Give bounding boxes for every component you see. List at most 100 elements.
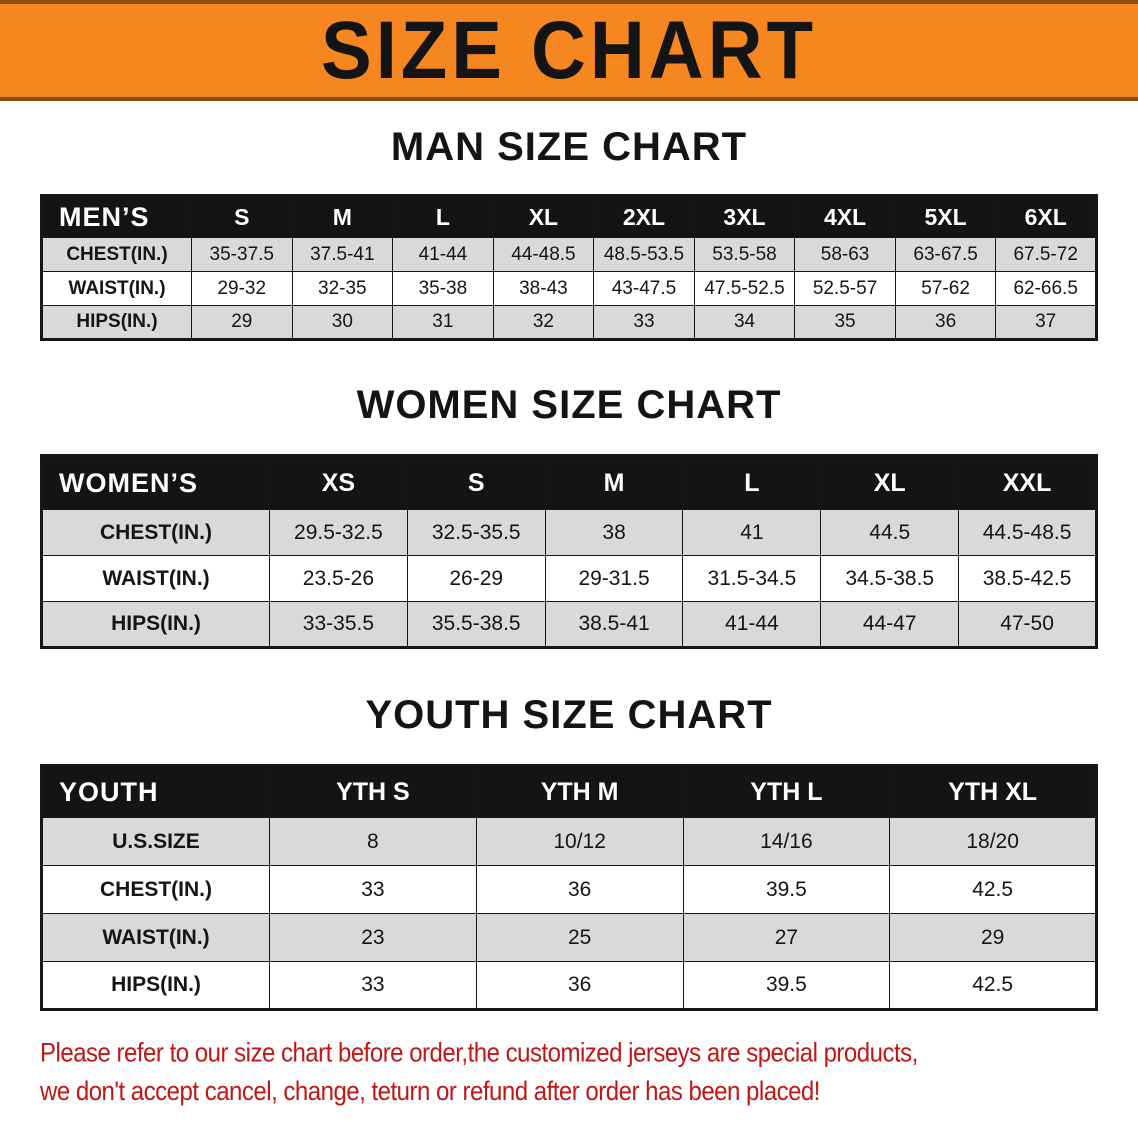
value-cell: 36 [894,305,997,340]
value-cell: 42.5 [889,961,1097,1010]
row-label-cell: CHEST(IN.) [41,237,192,272]
size-column-header: 2XL [593,195,695,238]
table-header-row: YOUTH YTH S YTH M YTH L YTH XL [41,765,1097,818]
value-cell: 29.5-32.5 [269,509,408,556]
value-cell: 39.5 [682,961,891,1010]
size-column-header: YTH L [682,765,891,818]
size-column-header: YTH S [269,765,477,818]
value-cell: 44-47 [820,601,960,648]
value-cell: 41-44 [392,237,494,272]
value-cell: 14/16 [682,817,891,866]
value-cell: 58-63 [794,237,896,272]
value-cell: 48.5-53.5 [593,237,695,272]
value-cell: 33 [269,865,477,914]
value-cell: 18/20 [889,817,1097,866]
row-label-cell: HIPS(IN.) [41,961,270,1010]
size-column-header: 4XL [794,195,896,238]
row-label-cell: WAIST(IN.) [41,271,192,306]
table-row: U.S.SIZE 8 10/12 14/16 18/20 [41,817,1097,866]
value-cell: 23.5-26 [269,555,408,602]
value-cell: 30 [291,305,394,340]
women-size-table: WOMEN’S XS S M L XL XXL CHEST(IN.) 29.5-32.5 32.5… [40,454,1098,649]
value-cell: 35-37.5 [191,237,293,272]
value-cell: 38-43 [492,271,595,306]
size-column-header: 3XL [693,195,796,238]
size-column-header: XL [820,455,960,510]
value-cell: 23 [269,913,477,962]
women-section-heading: WOMEN SIZE CHART [356,383,782,427]
size-column-header: YTH M [475,765,684,818]
footnote-line-1: Please refer to our size chart before or… [40,1038,918,1068]
size-column-header: XL [492,195,595,238]
value-cell: 29-31.5 [544,555,684,602]
value-cell: 52.5-57 [794,271,896,306]
table-title-cell: MEN’S [41,195,192,238]
value-cell: 35-38 [392,271,494,306]
value-cell: 41-44 [682,601,822,648]
value-cell: 47.5-52.5 [693,271,796,306]
row-label-cell: WAIST(IN.) [41,913,270,962]
value-cell: 8 [269,817,477,866]
size-column-header: 6XL [995,195,1097,238]
table-title-cell: YOUTH [41,765,270,818]
value-cell: 37 [995,305,1097,340]
youth-section: YOUTH SIZE CHART YOUTH YTH S YTH M YTH L YTH… [0,693,1138,1011]
youth-section-heading: YOUTH SIZE CHART [365,693,773,737]
value-cell: 29 [191,305,293,340]
value-cell: 37.5-41 [291,237,394,272]
value-cell: 34 [693,305,796,340]
row-label-cell: HIPS(IN.) [41,601,270,648]
footnote-line-2: we don't accept cancel, change, teturn o… [40,1076,820,1107]
value-cell: 44-48.5 [492,237,595,272]
table-row: HIPS(IN.) 33-35.5 35.5-38.5 38.5-41 41-44 44-… [41,601,1097,648]
size-column-header: M [291,195,394,238]
size-column-header: M [544,455,684,510]
value-cell: 32 [492,305,595,340]
value-cell: 38 [544,509,684,556]
size-column-header: XS [269,455,408,510]
size-chart-page: SIZE CHART MAN SIZE CHART MEN’S S M L XL 2XL 3… [0,0,1138,1106]
table-header-row: MEN’S S M L XL 2XL 3XL 4XL 5XL 6XL [41,195,1097,238]
men-size-table: MEN’S S M L XL 2XL 3XL 4XL 5XL 6XL CHEST(IN.) 35-37… [40,194,1098,341]
value-cell: 39.5 [682,865,891,914]
row-label-cell: CHEST(IN.) [41,509,270,556]
row-label-cell: HIPS(IN.) [41,305,192,340]
size-column-header: YTH XL [889,765,1097,818]
row-label-cell: CHEST(IN.) [41,865,270,914]
size-column-header: L [392,195,494,238]
value-cell: 32.5-35.5 [406,509,546,556]
value-cell: 10/12 [475,817,684,866]
youth-size-table: YOUTH YTH S YTH M YTH L YTH XL U.S.SIZE 8 10/12… [40,764,1098,1011]
value-cell: 31 [392,305,494,340]
row-label-cell: WAIST(IN.) [41,555,270,602]
table-header-row: WOMEN’S XS S M L XL XXL [41,455,1097,510]
value-cell: 29 [889,913,1097,962]
table-row: WAIST(IN.) 29-32 32-35 35-38 38-43 43-47.5 47.… [41,271,1097,306]
row-label-cell: U.S.SIZE [41,817,270,866]
value-cell: 41 [682,509,822,556]
size-column-header: L [682,455,822,510]
table-title-cell: WOMEN’S [41,455,270,510]
value-cell: 67.5-72 [995,237,1097,272]
value-cell: 38.5-41 [544,601,684,648]
value-cell: 35.5-38.5 [406,601,546,648]
value-cell: 33 [269,961,477,1010]
value-cell: 26-29 [406,555,546,602]
footnote: Please refer to our size chart before or… [40,1035,1098,1112]
men-section: MAN SIZE CHART MEN’S S M L XL 2XL 3XL 4XL 5XL 6XL… [0,125,1138,341]
value-cell: 43-47.5 [593,271,695,306]
value-cell: 62-66.5 [995,271,1097,306]
value-cell: 33 [593,305,695,340]
value-cell: 25 [475,913,684,962]
table-row: CHEST(IN.) 33 36 39.5 42.5 [41,865,1097,914]
value-cell: 47-50 [958,601,1097,648]
value-cell: 36 [475,865,684,914]
value-cell: 44.5 [820,509,960,556]
value-cell: 63-67.5 [894,237,997,272]
value-cell: 44.5-48.5 [958,509,1097,556]
size-column-header: 5XL [894,195,997,238]
value-cell: 29-32 [191,271,293,306]
table-row: CHEST(IN.) 35-37.5 37.5-41 41-44 44-48.5 48.5… [41,237,1097,272]
women-section: WOMEN SIZE CHART WOMEN’S XS S M L XL XXL CHEST(… [0,383,1138,649]
table-row: HIPS(IN.) 33 36 39.5 42.5 [41,961,1097,1010]
